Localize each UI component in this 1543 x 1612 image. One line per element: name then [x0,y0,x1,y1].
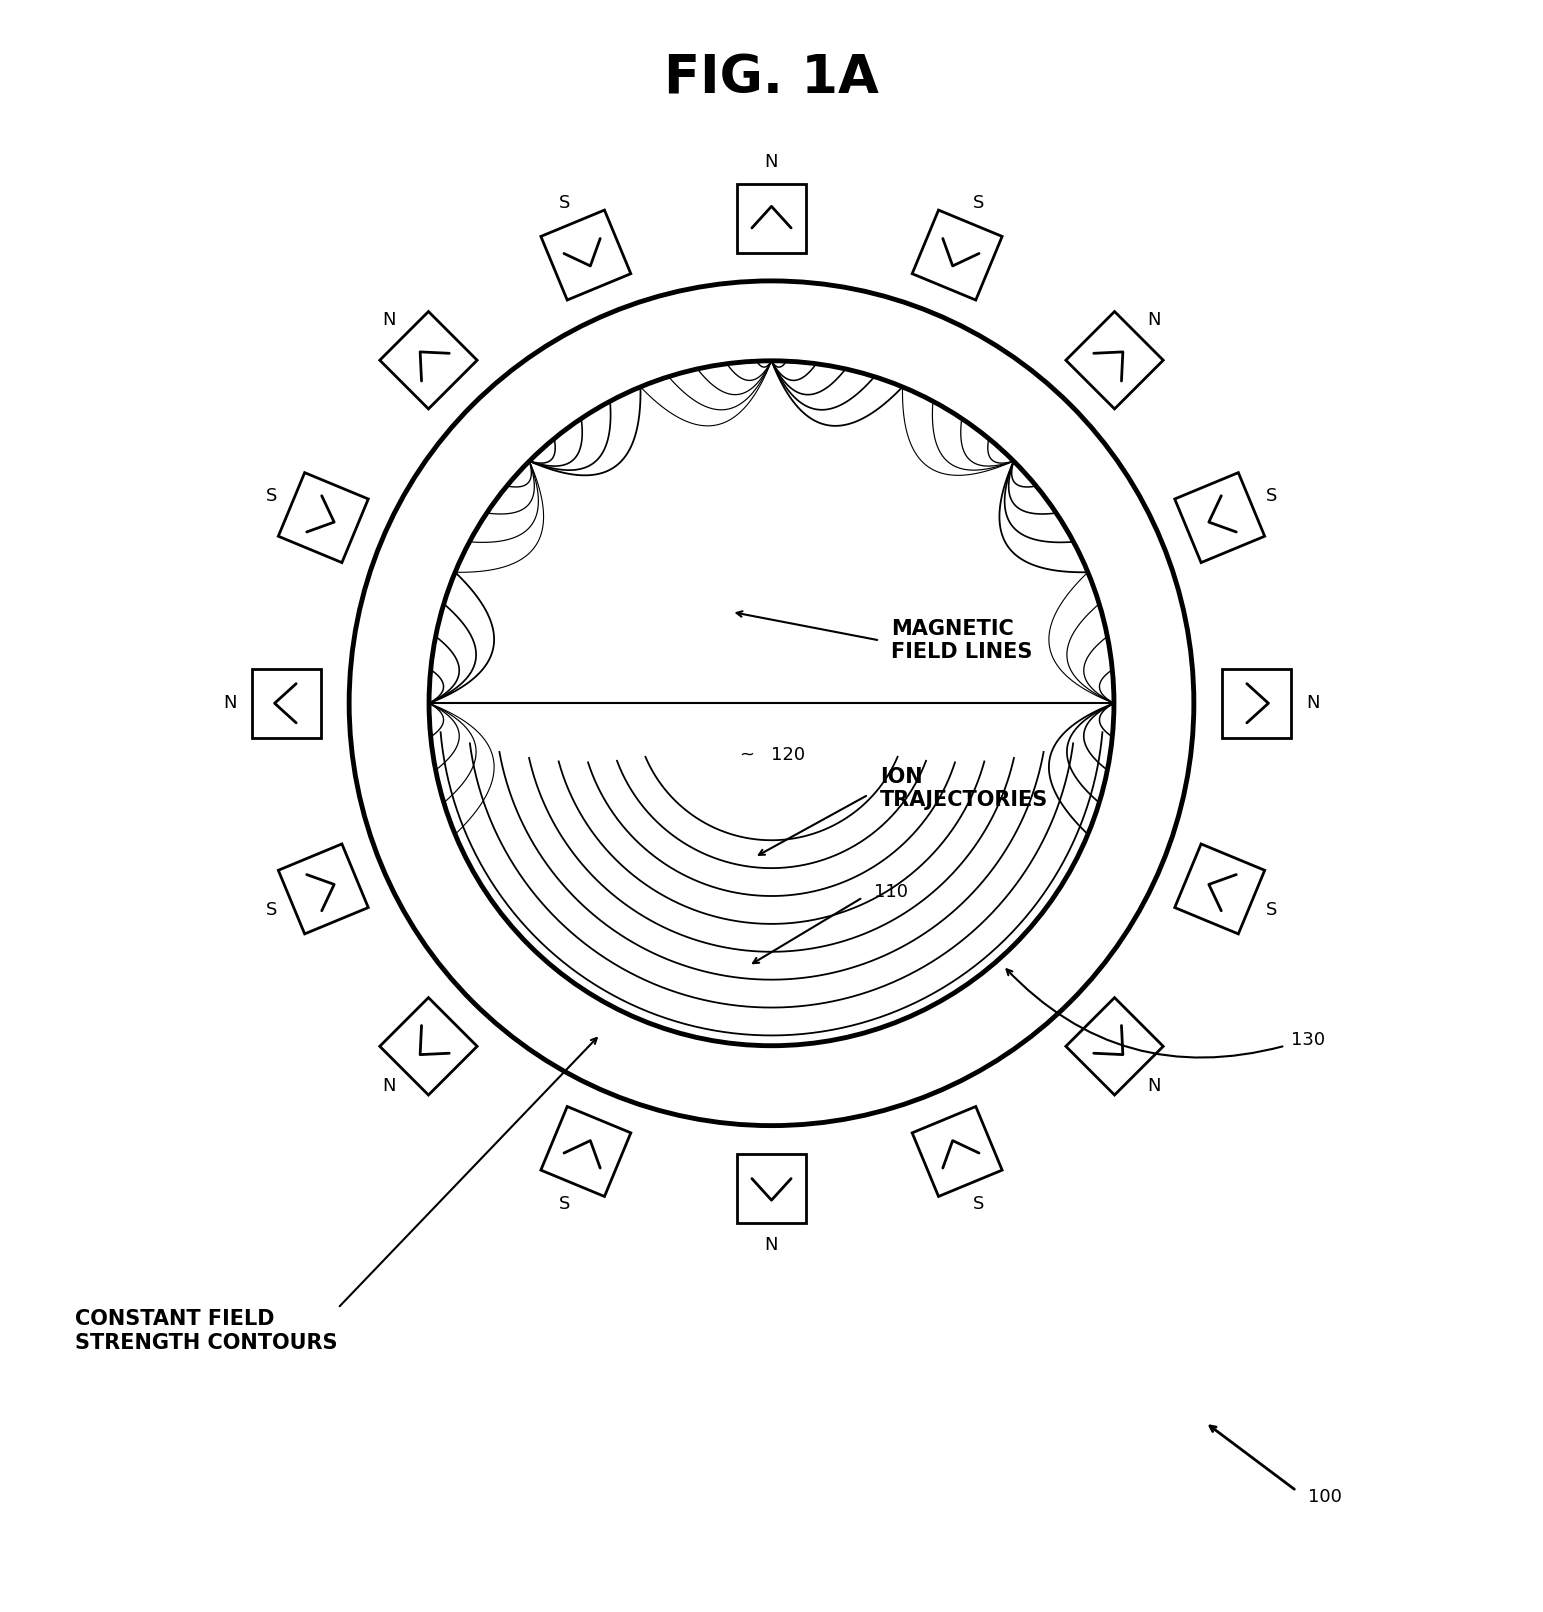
Polygon shape [278,472,369,563]
Text: 120: 120 [772,746,805,764]
Polygon shape [1222,669,1291,738]
Text: S: S [1267,901,1278,919]
Polygon shape [912,1106,1001,1196]
Text: S: S [265,487,276,505]
Text: N: N [381,1077,395,1095]
Text: N: N [381,311,395,329]
Text: 110: 110 [875,883,909,901]
Polygon shape [1066,311,1163,409]
Text: S: S [559,193,569,211]
Text: S: S [974,193,984,211]
Text: S: S [1267,487,1278,505]
Polygon shape [542,210,631,300]
Text: N: N [765,153,778,171]
Text: 130: 130 [1291,1032,1325,1049]
Text: N: N [1148,1077,1162,1095]
Text: N: N [765,1236,778,1254]
Polygon shape [738,184,805,253]
Text: S: S [974,1194,984,1212]
Text: N: N [224,695,236,713]
Polygon shape [1174,845,1265,933]
Polygon shape [252,669,321,738]
Polygon shape [542,1106,631,1196]
Text: FIG. 1A: FIG. 1A [663,53,880,105]
Text: CONSTANT FIELD
STRENGTH CONTOURS: CONSTANT FIELD STRENGTH CONTOURS [76,1309,338,1352]
Polygon shape [1174,472,1265,563]
Polygon shape [912,210,1001,300]
Text: ION
TRAJECTORIES: ION TRAJECTORIES [880,767,1048,811]
Text: S: S [559,1194,569,1212]
Text: N: N [1307,695,1319,713]
Text: MAGNETIC
FIELD LINES: MAGNETIC FIELD LINES [892,619,1032,663]
Text: N: N [1148,311,1162,329]
Text: ~: ~ [739,746,755,764]
Polygon shape [738,1154,805,1224]
Polygon shape [1066,998,1163,1095]
Polygon shape [380,998,477,1095]
Polygon shape [278,845,369,933]
Text: S: S [265,901,276,919]
Text: 100: 100 [1308,1488,1342,1506]
Polygon shape [380,311,477,409]
